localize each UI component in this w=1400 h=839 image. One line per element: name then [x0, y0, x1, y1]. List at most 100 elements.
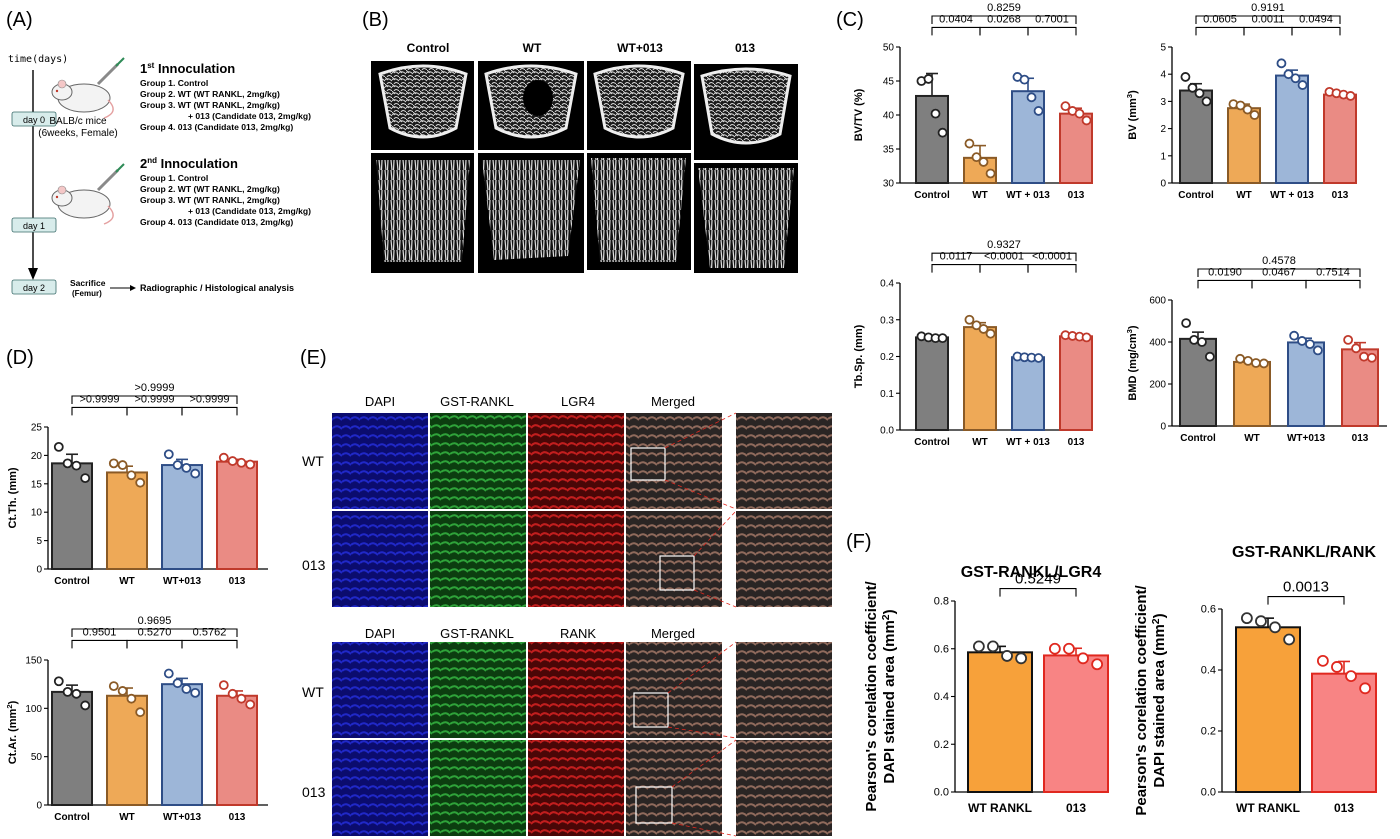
first-innoculation-title: 1st Innoculation	[140, 61, 235, 76]
data-point	[1074, 108, 1085, 119]
p-value-label: 0.9501	[83, 626, 117, 638]
data-point	[1351, 343, 1361, 354]
stain-top-col-merged: Merged	[651, 394, 695, 409]
p-value-label: >0.9999	[134, 382, 174, 394]
data-point	[1181, 318, 1192, 329]
first-group-list: Group 1. Control Group 2. WT (WT RANKL, …	[140, 78, 311, 132]
y-tick-label: 0.4	[934, 691, 949, 703]
y-tick-label: 0.0	[880, 426, 894, 437]
x-tick-label: WT+013	[1287, 433, 1326, 444]
x-tick-label: WT RANKL	[968, 801, 1032, 815]
y-axis-label-text: DAPI stained area (mm	[881, 620, 898, 783]
data-point	[1359, 682, 1372, 695]
y-tick-label: 2	[1160, 124, 1166, 135]
data-point	[163, 449, 174, 460]
microct-col-wt: WT	[523, 41, 542, 55]
y-tick-label: 0.2	[1201, 726, 1216, 738]
data-point	[1240, 612, 1253, 625]
data-point	[71, 460, 82, 471]
microct-panel: Control WT WT+013 013	[371, 41, 798, 273]
stain-top-col-gst: GST-RANKL	[440, 394, 514, 409]
svg-text:Group 4. 013 (Candidate 013, 2: Group 4. 013 (Candidate 013, 2mg/kg)	[140, 122, 293, 132]
y-axis-label-end: )	[881, 609, 898, 614]
p-value-label: 0.0605	[1203, 13, 1237, 25]
panel-letter-b: (B)	[362, 9, 389, 31]
data-point	[1235, 100, 1246, 111]
y-tick-label: 0.1	[880, 389, 894, 400]
y-tick-label: 0.8	[934, 596, 949, 608]
y-axis-label-end: )	[1127, 90, 1139, 94]
sacrifice-label: Sacrifice	[70, 278, 106, 288]
stain-panel: DAPI GST-RANKL LGR4 Merged DAPI GST-RANK…	[302, 394, 832, 837]
svg-text:Group 2. WT (WT RANKL, 2mg/kg): Group 2. WT (WT RANKL, 2mg/kg)	[140, 184, 280, 194]
stain-bot-col-dapi: DAPI	[365, 626, 395, 641]
data-point	[245, 699, 256, 710]
y-tick-label: 45	[883, 77, 895, 88]
y-tick-label: 0	[36, 801, 42, 812]
bar-3	[1287, 341, 1325, 428]
data-point	[1235, 353, 1246, 364]
significance-bracket	[1267, 596, 1345, 605]
data-point	[1015, 652, 1028, 665]
x-tick-label: WT + 013	[1270, 190, 1314, 201]
y-tick-label: 0.0	[934, 787, 949, 799]
bar-3	[161, 683, 203, 807]
svg-text:+ 013 (Candidate 013, 2mg/kg): + 013 (Candidate 013, 2mg/kg)	[188, 111, 311, 121]
data-point	[1269, 621, 1281, 634]
x-tick-label: WT RANKL	[1236, 801, 1300, 815]
panel-letter-d: (D)	[6, 347, 34, 369]
svg-text:Group 3. WT (WT RANKL, 2mg/kg): Group 3. WT (WT RANKL, 2mg/kg)	[140, 195, 280, 205]
data-point	[1019, 74, 1030, 85]
stain-top-row-wt: WT	[302, 453, 324, 469]
y-tick-label: 50	[31, 752, 43, 763]
time-axis-label: time(days)	[8, 54, 68, 65]
chart-title: GST-RANKL/RANK	[1232, 544, 1376, 561]
panel-letter-c: (C)	[836, 9, 864, 31]
y-tick-label: 0.6	[934, 643, 949, 655]
data-point	[1197, 337, 1207, 347]
data-point	[190, 468, 201, 479]
x-tick-label: WT	[1236, 190, 1252, 201]
y-tick-label: 15	[31, 479, 43, 490]
day-label-2: day 2	[23, 283, 45, 293]
x-tick-label: WT	[972, 190, 988, 201]
significance-bracket	[181, 639, 238, 649]
y-axis-label-sup: 3	[1125, 329, 1134, 333]
data-point	[1258, 358, 1269, 369]
microct-col-013: 013	[735, 41, 755, 55]
data-point	[126, 693, 137, 704]
sacrifice-femur-label: (Femur)	[72, 289, 102, 298]
y-axis-label-line2: DAPI stained area (mm2)	[880, 609, 898, 783]
y-tick-label: 0.3	[880, 315, 894, 326]
x-tick-label: 013	[1068, 437, 1085, 448]
y-tick-label: 0.6	[1201, 604, 1216, 616]
data-point	[1077, 652, 1089, 665]
bar-4	[1059, 335, 1093, 432]
data-point	[930, 108, 941, 119]
data-point	[1026, 92, 1037, 103]
y-axis-label: Ct.Ar. (mm2)	[5, 700, 19, 764]
data-point	[1331, 661, 1343, 673]
data-point	[163, 668, 174, 679]
x-tick-label: 013	[229, 812, 246, 823]
chart-ctar: 0 50 100 150 Ct.Ar. (mm2) Control WT WT+013 013 0…	[5, 615, 268, 823]
p-value-label: >0.9999	[189, 393, 229, 405]
significance-bracket	[1027, 26, 1077, 36]
data-point	[1255, 615, 1267, 628]
data-point	[108, 458, 119, 469]
svg-text:Group 3. WT (WT RANKL, 2mg/kg): Group 3. WT (WT RANKL, 2mg/kg)	[140, 100, 280, 110]
y-tick-label: 0.0	[1201, 787, 1216, 799]
y-axis-label-text: BV (mm	[1127, 98, 1139, 140]
y-tick-label: 100	[25, 704, 42, 715]
data-point	[1345, 670, 1357, 682]
data-point	[181, 462, 192, 473]
y-axis-label-text: DAPI stained area (mm	[1151, 624, 1168, 787]
data-point	[1290, 73, 1301, 84]
chart-tbsp: 0.0 0.1 0.2 0.3 0.4 Tb.Sp. (mm) Control WT WT + …	[853, 239, 1093, 448]
data-point	[1091, 658, 1104, 671]
p-value-label: 0.0268	[987, 13, 1021, 25]
significance-bracket	[1243, 26, 1293, 36]
x-tick-label: WT	[1244, 433, 1260, 444]
panel-letter-e: (E)	[300, 347, 327, 369]
